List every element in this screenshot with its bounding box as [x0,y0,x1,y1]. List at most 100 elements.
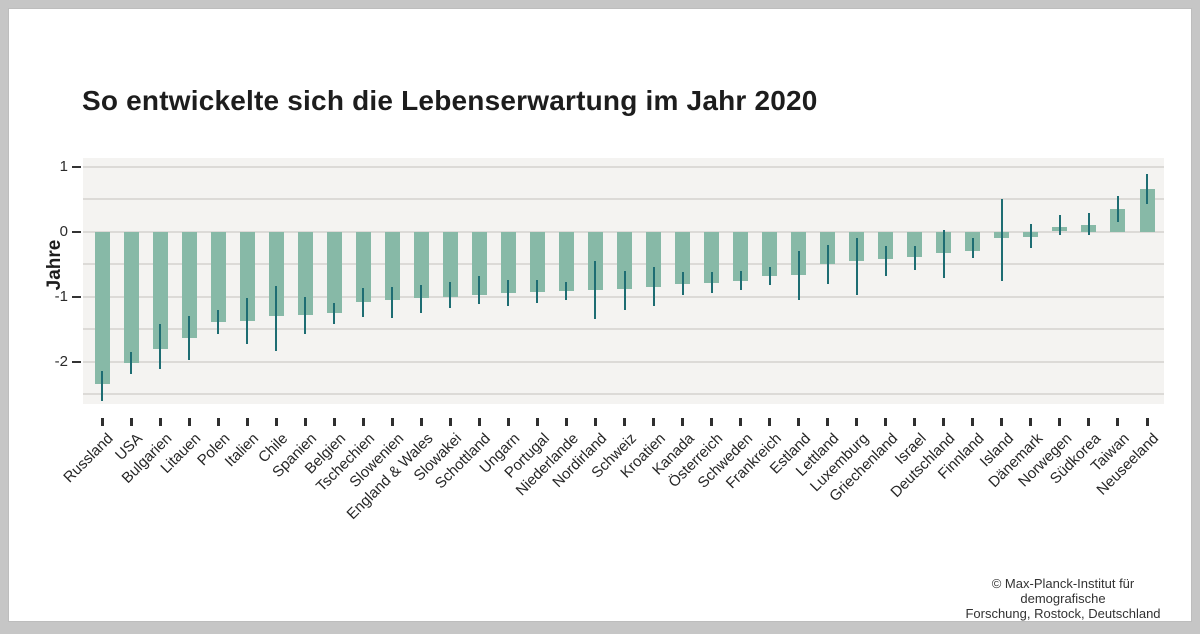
x-tick-mark [535,418,539,426]
x-tick-mark [216,418,220,426]
error-bar [913,245,916,271]
error-bar [1058,215,1061,235]
bar [617,231,632,289]
bar [675,231,691,284]
bar [704,231,720,283]
error-bar [275,286,278,352]
y-tick-label: -2 [54,352,68,370]
bar [529,231,545,292]
bar [1139,189,1155,232]
error-bar [217,309,220,334]
bar [181,231,197,339]
gridline [83,165,1164,168]
bar [471,231,487,295]
bar [239,231,255,321]
gridline [83,393,1164,395]
x-tick-mark [274,418,278,426]
error-bar [188,316,191,360]
x-tick-mark [652,418,656,426]
plot-area [83,158,1164,404]
error-bar [536,280,539,303]
attribution-line-1: © Max-Planck-Institut für demografische [991,576,1135,606]
error-bar [333,303,336,325]
bar [355,231,371,303]
chart-title: So entwickelte sich die Lebenserwartung … [82,85,818,116]
error-bar [391,286,394,318]
x-tick-mark [1029,418,1033,426]
x-tick-mark [564,418,568,426]
x-tick-mark [129,418,133,426]
x-tick-mark [1087,418,1091,426]
bar [152,231,168,349]
error-bar [855,238,858,296]
bar [384,231,400,301]
bar [210,231,226,322]
x-tick-mark [768,418,772,426]
chart-card: So entwickelte sich die Lebenserwartung … [8,8,1192,622]
bar [326,231,342,314]
x-tick-mark [855,418,859,426]
error-bar [304,296,307,334]
y-tick-mark [72,165,81,168]
y-tick-mark [72,295,81,298]
y-tick-label: 1 [59,157,68,175]
bar [558,231,574,292]
bar [123,231,139,363]
error-bar [942,229,945,278]
y-tick-mark [72,230,81,233]
x-tick-mark [448,418,452,426]
gridline [83,198,1164,200]
error-bar [623,270,626,310]
category-label: Russland [60,430,118,487]
x-tick-mark [419,418,423,426]
error-bar [362,288,365,317]
x-tick-mark [245,418,249,426]
x-tick-mark [1058,418,1062,426]
error-bar [739,270,742,290]
error-bar [420,285,423,314]
error-bar [681,272,684,295]
error-bar [797,251,800,300]
attribution-line-2: Forschung, Rostock, Deutschland [965,606,1161,621]
x-tick-mark [477,418,481,426]
x-tick-mark [971,418,975,426]
bar [297,231,313,315]
error-bar [1146,174,1148,205]
x-tick-mark [303,418,307,426]
error-bar [710,271,713,294]
error-bar [1087,212,1090,236]
bar [733,231,749,281]
bar [442,231,458,297]
error-bar [826,244,829,284]
error-bar [159,324,162,370]
gridline [83,328,1164,330]
x-tick-mark [1000,418,1004,426]
x-tick-mark [390,418,394,426]
x-tick-mark [361,418,365,426]
x-tick-mark [100,418,104,426]
y-tick-mark [72,360,81,363]
error-bar [507,280,510,307]
bar [878,231,894,259]
error-bar [478,275,481,305]
x-tick-mark [506,418,510,426]
bar [500,231,516,294]
bar [907,231,923,257]
x-tick-mark [884,418,888,426]
x-tick-mark [681,418,685,426]
error-bar [1029,224,1032,248]
error-bar [594,260,597,319]
x-tick-mark [623,418,626,426]
error-bar [246,297,249,344]
x-tick-mark [739,418,743,426]
x-tick-mark [826,418,830,426]
y-tick-label: 0 [59,222,68,240]
x-tick-mark [158,418,162,426]
error-bar [1116,195,1119,223]
error-bar [1000,199,1003,281]
y-tick-label: -1 [54,287,68,305]
error-bar [768,267,771,285]
error-bar [449,281,452,309]
x-tick-mark [187,418,191,426]
